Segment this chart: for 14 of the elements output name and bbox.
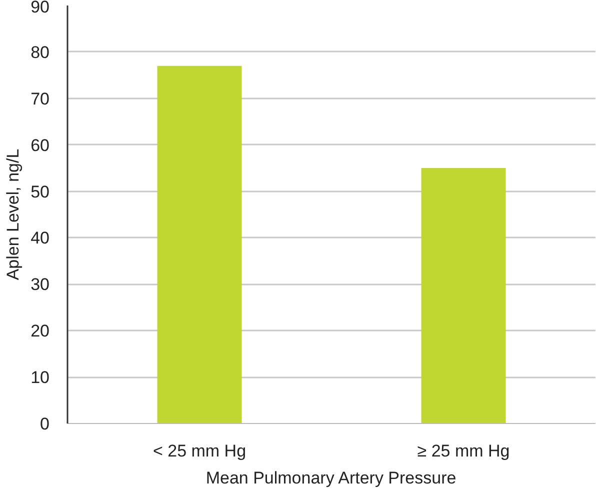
y-tick-label: 20	[30, 322, 50, 341]
y-tick-label: 40	[30, 228, 50, 248]
y-tick-label: 30	[30, 275, 50, 294]
x-tick-label: < 25 mm Hg	[152, 442, 246, 460]
y-tick-label: 60	[30, 136, 50, 155]
x-axis-title: Mean Pulmonary Artery Pressure	[206, 468, 456, 488]
y-tick-label: 0	[40, 414, 50, 434]
x-tick-label: ≥ 25 mm Hg	[417, 442, 510, 460]
y-tick-label: 70	[30, 89, 50, 108]
y-tick-label: 50	[30, 182, 50, 202]
y-tick-label: 10	[30, 368, 50, 388]
y-axis-title: Aplen Level, ng/L	[4, 148, 23, 280]
y-tick-label: 90	[30, 0, 50, 16]
y-tick-label: 80	[30, 42, 50, 62]
